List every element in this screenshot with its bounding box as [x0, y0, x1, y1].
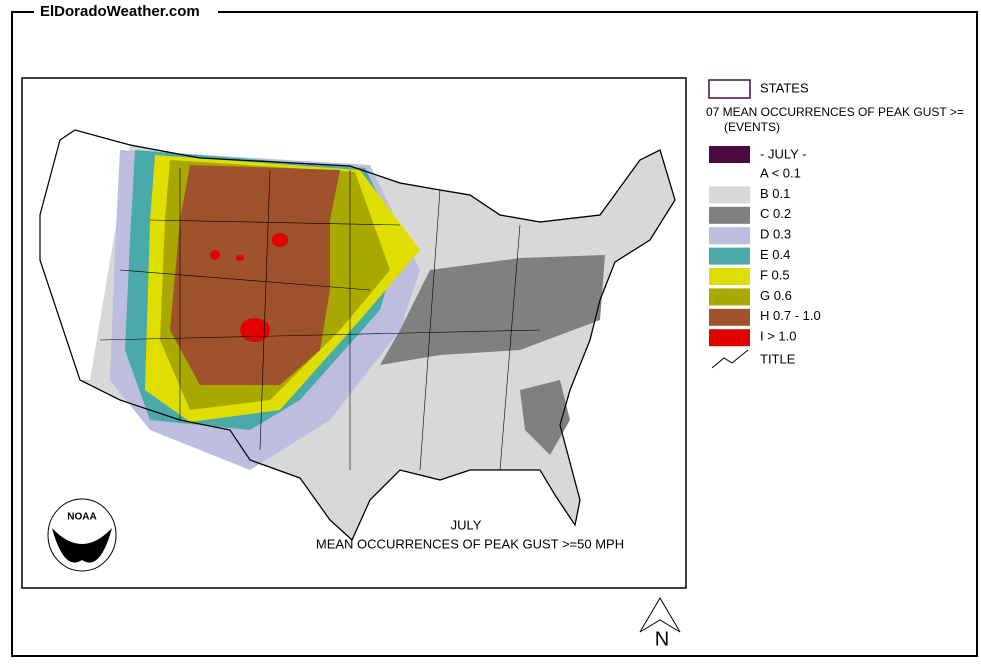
legend-label: D 0.3	[760, 227, 791, 242]
legend-label: G 0.6	[760, 288, 792, 303]
legend-swatch	[709, 206, 750, 224]
map-title: JULY	[451, 517, 482, 532]
gust-zone	[210, 250, 220, 260]
legend-label: H 0.7 - 1.0	[760, 308, 821, 323]
legend-swatch	[709, 247, 750, 265]
state-line	[259, 169, 271, 451]
gust-zone	[380, 255, 605, 365]
compass	[639, 597, 681, 633]
outer-frame	[11, 11, 978, 657]
legend-label: STATES	[760, 80, 809, 95]
logo-text: NOAA	[67, 512, 96, 523]
state-line	[149, 219, 401, 226]
us-border	[39, 129, 676, 541]
gust-zone	[170, 165, 340, 385]
legend: STATES 07 MEAN OCCURRENCES OF PEAK GUST …	[706, 79, 964, 369]
logo-bird	[52, 528, 112, 563]
title-backdrop	[34, 2, 218, 22]
state-line	[119, 269, 371, 291]
states-swatch	[708, 79, 751, 99]
legend-label: F 0.5	[760, 267, 790, 282]
legend-label: TITLE	[760, 351, 796, 366]
map-subtitle: MEAN OCCURRENCES OF PEAK GUST >=50 MPH	[316, 536, 624, 551]
map	[39, 129, 676, 541]
title-icon	[711, 349, 749, 369]
legend-label: B 0.1	[760, 186, 790, 201]
legend-heading: 07 MEAN OCCURRENCES OF PEAK GUST >=	[706, 105, 964, 119]
legend-label: I > 1.0	[760, 329, 797, 344]
state-line	[419, 189, 441, 471]
state-line	[99, 329, 541, 341]
gust-zone	[520, 380, 570, 455]
legend-label: E 0.4	[760, 247, 790, 262]
gust-zone	[236, 255, 244, 261]
state-line	[499, 224, 521, 471]
legend-swatch	[709, 308, 750, 326]
west-coast	[40, 130, 130, 380]
legend-swatch	[709, 288, 750, 306]
legend-period: - JULY -	[760, 146, 806, 161]
legend-units: (EVENTS)	[724, 120, 780, 134]
period-swatch	[709, 146, 750, 163]
legend-swatch	[709, 329, 750, 347]
gust-zone	[272, 233, 288, 247]
legend-swatch	[709, 227, 750, 245]
legend-label: C 0.2	[760, 206, 791, 221]
legend-swatch	[709, 186, 750, 204]
compass-label: N	[655, 628, 669, 650]
legend-label: A < 0.1	[760, 165, 801, 180]
gust-zone	[240, 318, 270, 342]
site-title: ElDoradoWeather.com	[40, 3, 200, 20]
legend-swatch	[709, 268, 750, 285]
